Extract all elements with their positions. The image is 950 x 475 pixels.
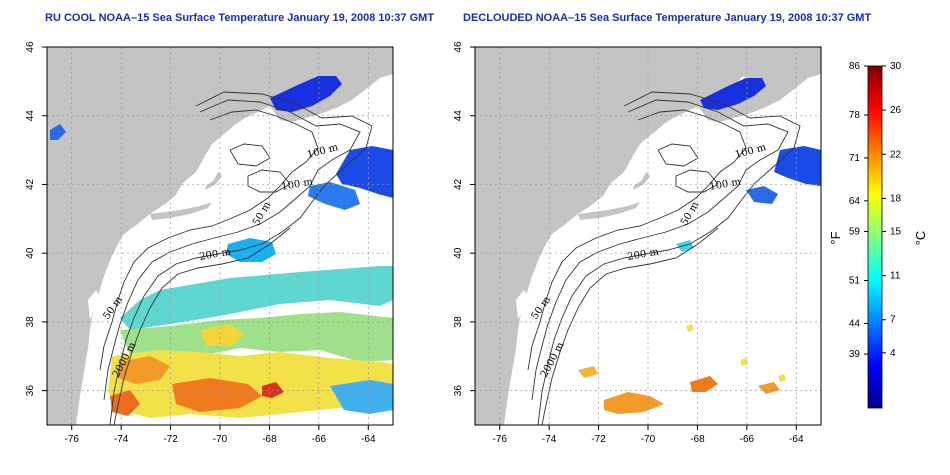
sst-warm-red [262,382,284,398]
x-tick-label: -66 [312,434,327,445]
sst-cool-patch-east [330,380,393,414]
x-tick-label: -70 [641,434,656,445]
bathymetry-contours [99,91,373,426]
colorbar-f-label: 44 [849,318,861,329]
sst-warm-orange-2 [172,378,262,412]
bathymetry-contours [527,91,801,426]
contour-50m [99,109,319,371]
x-tick-label: -76 [492,434,507,445]
y-tick-label: 42 [25,178,36,190]
y-tick-label: 38 [453,316,464,328]
x-tick-label: -74 [542,434,557,445]
x-tick-label: -68 [690,434,705,445]
colorbar-f-label: 71 [849,153,861,164]
colorbar-bar [867,65,883,409]
contour-50m [527,109,747,371]
contour-basin [229,143,271,167]
y-tick-label: 44 [25,110,36,122]
chesapeake-bay [88,290,100,320]
colorbar-c-label: 4 [890,348,896,359]
land-long-island [150,202,212,220]
sst-warm-patch-3 [578,366,598,378]
colorbar-unit-fahrenheit: °F [828,231,843,244]
colorbar-c-label: 11 [890,271,901,282]
y-tick-label: 40 [25,247,36,259]
colorbar-f-label: 39 [849,349,861,360]
y-tick-label: 36 [25,385,36,397]
colorbar: 86 78 71 64 59 51 44 39 30 26 22 18 15 11 7 4 °F °C [828,61,928,409]
contour-basin [657,143,699,167]
land-north-america [47,47,393,425]
land-long-island [578,202,640,220]
land-cape-cod [633,172,650,190]
sst-georges-patch [746,186,778,204]
sst-warm-orange-1 [118,356,170,384]
y-tick-label: 46 [25,41,36,53]
x-tick-label: -70 [213,434,228,445]
x-tick-label: -68 [262,434,277,445]
map-axes-left: -76 -74 -72 -70 -68 -66 -64 36 38 40 42 44 46 [25,41,376,445]
sst-offshore-green [120,312,393,362]
contour-georges-bank [675,169,719,193]
x-tick-label: -74 [114,434,129,445]
land-north-america [475,47,821,425]
contour-200m [537,91,801,426]
x-tick-label: -72 [591,434,606,445]
y-tick-label: 42 [453,178,464,190]
sst-small-blue-west [50,124,66,140]
y-tick-label: 36 [453,385,464,397]
y-tick-label: 44 [453,110,464,122]
sst-field-left [50,76,393,418]
colorbar-c-label: 22 [890,149,902,160]
x-tick-label: -64 [361,434,376,445]
map-panel-left: 100 m 100 m 50 m 200 m 50 m 2000 m -76 -7… [25,41,394,445]
sst-shelf-break [226,238,276,262]
colorbar-ticks: 86 78 71 64 59 51 44 39 30 26 22 18 15 11 7 4 [849,61,902,360]
colorbar-f-label: 51 [849,276,861,287]
contour-100m [103,99,361,401]
contour-2000m [541,227,719,426]
land-cape-cod [205,172,222,190]
colorbar-unit-celsius: °C [913,231,928,246]
colorbar-f-label: 64 [849,196,861,207]
colorbar-c-label: 15 [890,226,902,237]
contour-200m [109,91,373,426]
map-grid-right [475,46,821,425]
map-title-left: RU COOL NOAA–15 Sea Surface Temperature … [45,12,435,24]
x-tick-label: -76 [64,434,79,445]
y-tick-label: 38 [25,316,36,328]
colorbar-c-label: 30 [890,61,902,72]
colorbar-f-label: 78 [849,110,861,121]
sst-warm-patch-2 [690,376,718,392]
sst-gulf-of-maine [270,76,342,112]
x-tick-label: -66 [740,434,755,445]
sst-scotian-shelf [336,146,393,198]
sst-warm-patch-4 [758,382,780,394]
colorbar-c-label: 7 [890,315,896,326]
colorbar-c-label: 26 [890,105,902,116]
x-tick-label: -64 [789,434,804,445]
sst-georges-patch [308,182,360,210]
contour-georges-bank [247,169,291,193]
y-tick-label: 46 [453,41,464,53]
map-title-right: DECLOUDED NOAA–15 Sea Surface Temperatur… [463,12,872,24]
y-tick-label: 40 [453,247,464,259]
map-grid-left [47,46,393,425]
colorbar-f-label: 86 [849,61,861,72]
chesapeake-bay [516,290,528,320]
x-tick-label: -72 [163,434,178,445]
sst-warm-patch-1 [604,392,664,414]
contour-2000m [113,227,291,426]
contour-100m [531,99,789,401]
map-panel-right: 100 m 100 m 50 m 200 m 50 m 2000 m -76 -7… [453,41,822,445]
map-axes-right: -76 -74 -72 -70 -68 -66 -64 36 38 40 42 44 46 [453,41,804,445]
sst-yellow-mid [200,324,244,346]
sst-offshore-cyan [120,266,393,330]
colorbar-f-label: 59 [849,226,861,237]
colorbar-c-label: 18 [890,193,902,204]
